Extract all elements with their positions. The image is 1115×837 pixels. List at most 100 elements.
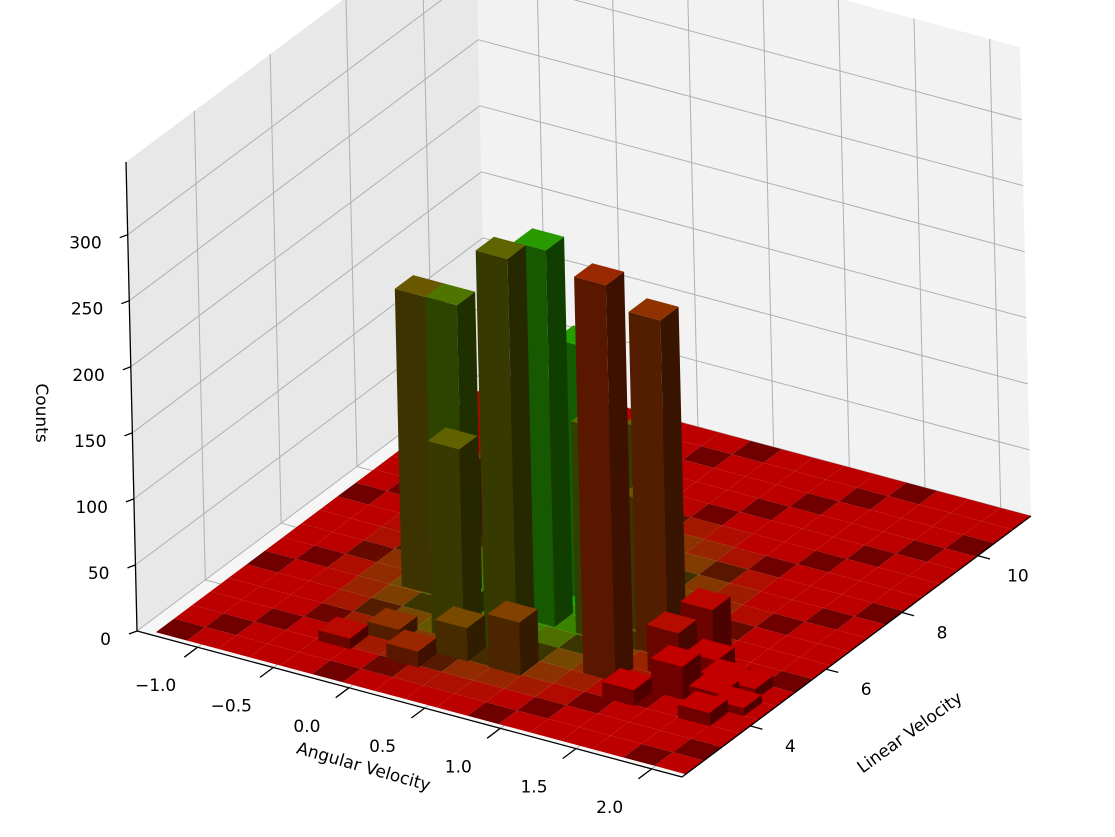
x-tick: [259, 666, 274, 678]
floor-tile: [753, 520, 803, 543]
floor-tile: [823, 594, 873, 617]
z-tick-label: 50: [88, 564, 110, 584]
bar-front-face: [601, 681, 635, 706]
floor-tile: [677, 481, 728, 504]
floor-tile: [714, 454, 764, 477]
floor-tile: [345, 540, 395, 563]
floor-tile: [784, 528, 834, 551]
floor-tile: [877, 553, 928, 576]
floor-tile: [794, 457, 844, 480]
floor-tile: [919, 491, 969, 513]
bar: [628, 298, 687, 658]
bar-front-face: [435, 619, 468, 662]
chart-bars: [318, 228, 774, 727]
bar-side-face: [755, 675, 774, 700]
x-axis-label: Angular Velocity: [294, 739, 432, 796]
floor-tile: [981, 507, 1031, 530]
floor-tile: [927, 548, 977, 571]
floor-tile: [729, 569, 780, 592]
floor-tile: [527, 625, 577, 648]
floor-tile: [283, 523, 333, 546]
floor-tile: [846, 545, 896, 568]
floor-tile: [768, 635, 819, 658]
bar-side-face: [545, 236, 573, 627]
floor-tile: [174, 605, 224, 627]
floor-tile: [467, 702, 517, 725]
z-gridline-back: [481, 171, 1027, 319]
floor-tile: [423, 671, 473, 694]
bar-top-face: [386, 629, 437, 652]
bar-side-face: [605, 271, 634, 682]
bar-side-face: [507, 245, 535, 656]
z-tick-label: 250: [71, 300, 103, 320]
floor-tile: [672, 517, 722, 540]
x-tick: [486, 727, 501, 739]
z-gridline-left: [129, 39, 479, 302]
floor-tile: [267, 630, 317, 652]
bar-top-face: [435, 606, 485, 629]
x-tick-label: −0.5: [211, 697, 252, 717]
y-axis-label: Linear Velocity: [854, 688, 967, 778]
floor-tile: [405, 685, 455, 708]
bar: [475, 236, 535, 656]
y-tick-label: 10: [1007, 567, 1029, 587]
z-tick: [121, 300, 130, 305]
floor-tile: [815, 537, 865, 559]
floor-tile: [535, 683, 585, 706]
floor-tile: [641, 730, 691, 753]
floor-tile: [745, 462, 795, 485]
floor-tile: [436, 693, 486, 716]
floor-tile: [553, 669, 603, 692]
floor-tile: [810, 572, 860, 595]
floor-tile: [610, 721, 660, 744]
floor-tile: [337, 482, 387, 505]
floor-tile: [592, 735, 642, 758]
bar-side-face: [633, 676, 653, 706]
floor-tile: [833, 523, 883, 546]
floor-tile: [205, 613, 255, 636]
floor-tile: [236, 621, 286, 644]
floor-tile: [807, 479, 857, 502]
x-tick-label: 0.5: [369, 737, 396, 757]
y-gridline-left: [345, 0, 358, 467]
floor-tile: [322, 589, 372, 612]
floor-tile: [355, 469, 406, 492]
bar-top-face: [367, 607, 418, 630]
z-tick-label: 300: [69, 234, 101, 254]
y-tick: [826, 668, 839, 674]
bar-front-face: [677, 704, 710, 727]
bar-front-face: [650, 658, 684, 700]
x-tick: [638, 768, 653, 780]
floor-tile: [690, 503, 741, 526]
x-gridline-back: [989, 38, 1002, 508]
bar-top-face: [487, 600, 538, 623]
floor-tile: [722, 511, 772, 534]
bar: [601, 668, 653, 706]
x-tick-label: 0.0: [293, 717, 320, 737]
floor-tile: [828, 558, 878, 581]
floor-tile: [579, 713, 629, 736]
floor-tile: [696, 468, 746, 490]
floor-tile: [680, 574, 730, 597]
floor-tile: [838, 487, 889, 510]
floor-tile: [789, 493, 839, 515]
z-tick: [124, 432, 133, 437]
floor-tile: [841, 580, 891, 603]
floor-tile: [802, 515, 852, 537]
bar-front-face: [487, 614, 521, 676]
floor-tile: [290, 581, 341, 603]
floor-tile: [766, 542, 816, 565]
floor-tile: [820, 501, 870, 524]
floor-tile: [781, 657, 832, 680]
floor-tile: [259, 572, 310, 595]
floor-tile: [314, 531, 364, 554]
bar-side-face: [519, 609, 539, 676]
floor-tile: [392, 663, 442, 686]
bar-top-face: [650, 644, 701, 667]
z-axis-line: [125, 161, 138, 632]
floor-tile: [864, 531, 915, 554]
z-tick-label: 150: [74, 432, 106, 452]
x-gridline-back: [837, 0, 850, 468]
floor-tile: [187, 627, 237, 649]
